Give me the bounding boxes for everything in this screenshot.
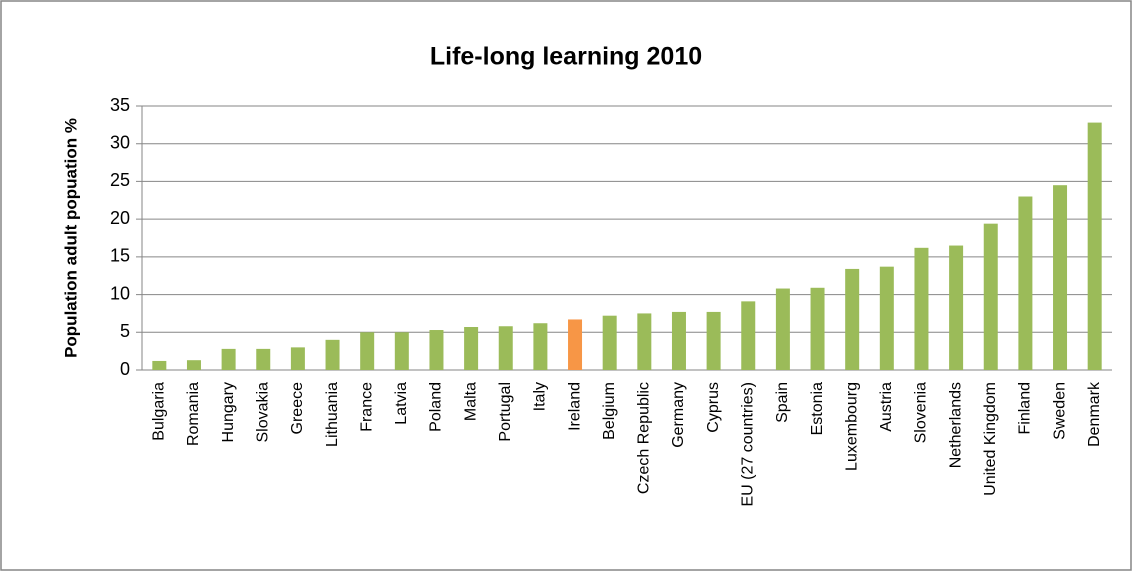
x-tick-label: EU (27 countries) [739,382,756,507]
x-tick-label: Slovenia [913,382,930,443]
y-tick-label: 10 [110,283,130,303]
y-tick-label: 0 [120,359,130,379]
bar [1087,122,1102,370]
bar [568,319,583,370]
bar [602,315,617,370]
x-tick-label: Slovakia [254,382,271,443]
bar [1018,196,1033,370]
bar [464,327,479,370]
x-tick-label: Belgium [601,382,618,440]
bar [983,223,998,370]
y-tick-label: 15 [110,246,130,266]
bar [637,313,652,370]
bar [1053,185,1068,370]
bar [810,287,825,370]
x-tick-label: Germany [670,382,687,448]
x-tick-label: Portugal [497,382,514,442]
x-tick-label: Austria [878,382,895,432]
x-tick-label: Spain [774,382,791,423]
x-tick-label: United Kingdom [982,382,999,496]
bar [152,360,167,370]
y-tick-label: 20 [110,208,130,228]
bar [498,326,513,370]
bar [879,266,894,370]
x-tick-label: Estonia [809,382,826,435]
x-tick-label: Cyprus [705,382,722,433]
x-tick-label: Poland [428,382,445,432]
x-tick-label: Malta [462,382,479,421]
x-tick-label: Hungary [220,382,237,442]
x-tick-label: Netherlands [947,382,964,468]
x-tick-label: Bulgaria [151,382,168,441]
x-tick-label: Lithuania [324,382,341,447]
x-tick-label: Czech Republic [636,382,653,494]
y-tick-label: 5 [120,321,130,341]
bar [325,339,340,370]
x-tick-label: Latvia [393,382,410,425]
x-tick-label: Sweden [1051,382,1068,440]
x-tick-label: Denmark [1086,381,1103,447]
y-axis-label: Population adult popuation % [61,118,80,358]
x-tick-label: Romania [185,382,202,446]
x-tick-label: France [358,382,375,432]
bar [533,323,548,370]
bar [394,332,409,370]
y-tick-label: 25 [110,170,130,190]
bar [256,348,271,370]
bar [671,311,686,370]
x-tick-label: Luxembourg [843,382,860,471]
x-tick-label: Finland [1017,382,1034,434]
y-tick-label: 30 [110,132,130,152]
bar [914,247,929,370]
bar [360,332,375,370]
bar [706,311,721,370]
bar [949,245,964,370]
bar [290,347,305,370]
bar [186,360,201,370]
x-tick-label: Greece [289,382,306,435]
bar [429,330,444,370]
x-tick-label: Italy [532,382,549,411]
bar [845,268,860,370]
y-tick-label: 35 [110,95,130,115]
bar [741,301,756,370]
bar [221,348,236,370]
x-tick-label: Ireland [566,382,583,431]
bar [775,288,790,370]
chart-title: Life-long learning 2010 [430,43,702,71]
